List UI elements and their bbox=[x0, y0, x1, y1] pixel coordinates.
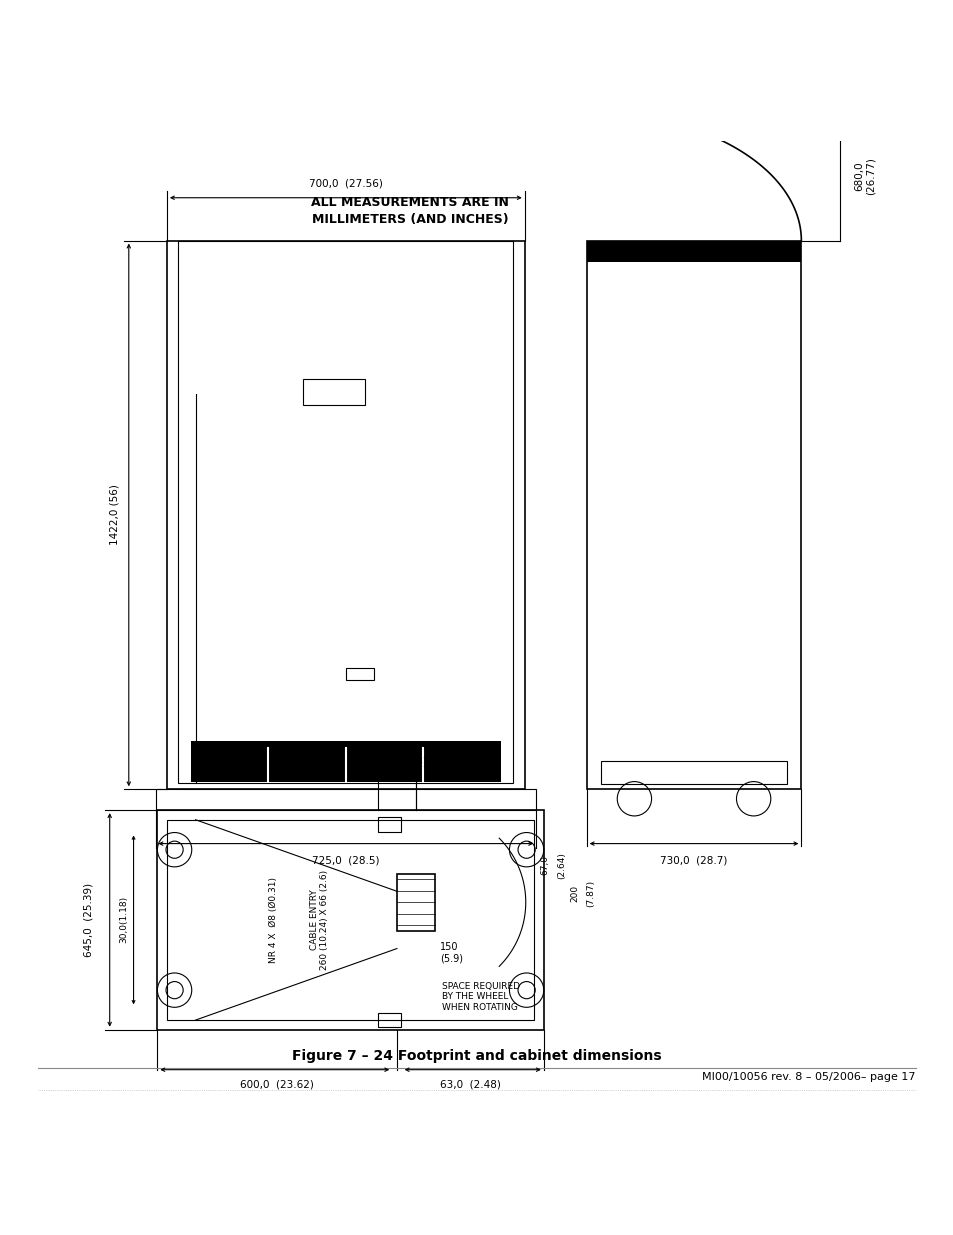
Bar bbox=[345, 668, 374, 679]
Text: (7.87): (7.87) bbox=[585, 881, 595, 908]
Bar bbox=[600, 761, 786, 784]
Text: 67,0: 67,0 bbox=[539, 855, 549, 876]
Bar bbox=[377, 818, 401, 831]
Bar bbox=[396, 873, 435, 931]
Text: 725,0  (28.5): 725,0 (28.5) bbox=[312, 855, 379, 864]
Bar bbox=[377, 1013, 401, 1028]
Bar bbox=[586, 241, 801, 789]
Bar bbox=[178, 241, 513, 783]
Bar bbox=[167, 820, 534, 1020]
Bar bbox=[167, 241, 524, 789]
Text: 200: 200 bbox=[570, 885, 579, 902]
Text: CABLE ENTRY
260 (10.24) X 66 (2.6): CABLE ENTRY 260 (10.24) X 66 (2.6) bbox=[310, 869, 329, 969]
Text: 63,0  (2.48): 63,0 (2.48) bbox=[439, 1079, 500, 1089]
Text: MI00/10056 rev. 8 – 05/2006– page 17: MI00/10056 rev. 8 – 05/2006– page 17 bbox=[701, 1072, 915, 1082]
Text: 30,0(1.18): 30,0(1.18) bbox=[119, 897, 129, 944]
Text: 645,0  (25.39): 645,0 (25.39) bbox=[84, 883, 93, 957]
Text: 730,0  (28.7): 730,0 (28.7) bbox=[659, 855, 727, 864]
Bar bbox=[157, 810, 543, 1030]
Text: 1422,0 (56): 1422,0 (56) bbox=[110, 484, 119, 546]
Text: 600,0  (23.62): 600,0 (23.62) bbox=[240, 1079, 314, 1089]
Bar bbox=[586, 241, 801, 262]
Bar bbox=[155, 789, 536, 810]
Text: ALL MEASUREMENTS ARE IN
MILLIMETERS (AND INCHES): ALL MEASUREMENTS ARE IN MILLIMETERS (AND… bbox=[311, 196, 509, 226]
Text: 680,0
(26.77): 680,0 (26.77) bbox=[853, 157, 875, 195]
Text: (2.64): (2.64) bbox=[557, 852, 566, 878]
Text: 58,0  (2.28): 58,0 (2.28) bbox=[366, 756, 427, 767]
Text: 700,0  (27.56): 700,0 (27.56) bbox=[309, 178, 382, 188]
Text: NR 4 X  Ø8 (Ø0.31): NR 4 X Ø8 (Ø0.31) bbox=[269, 877, 277, 963]
Text: SPACE REQUIRED
BY THE WHEEL
WHEN ROTATING: SPACE REQUIRED BY THE WHEEL WHEN ROTATIN… bbox=[442, 982, 519, 1011]
Text: 150
(5.9): 150 (5.9) bbox=[439, 942, 462, 963]
Bar bbox=[191, 741, 500, 782]
Bar bbox=[303, 378, 364, 405]
Text: Figure 7 – 24 Footprint and cabinet dimensions: Figure 7 – 24 Footprint and cabinet dime… bbox=[292, 1050, 661, 1063]
